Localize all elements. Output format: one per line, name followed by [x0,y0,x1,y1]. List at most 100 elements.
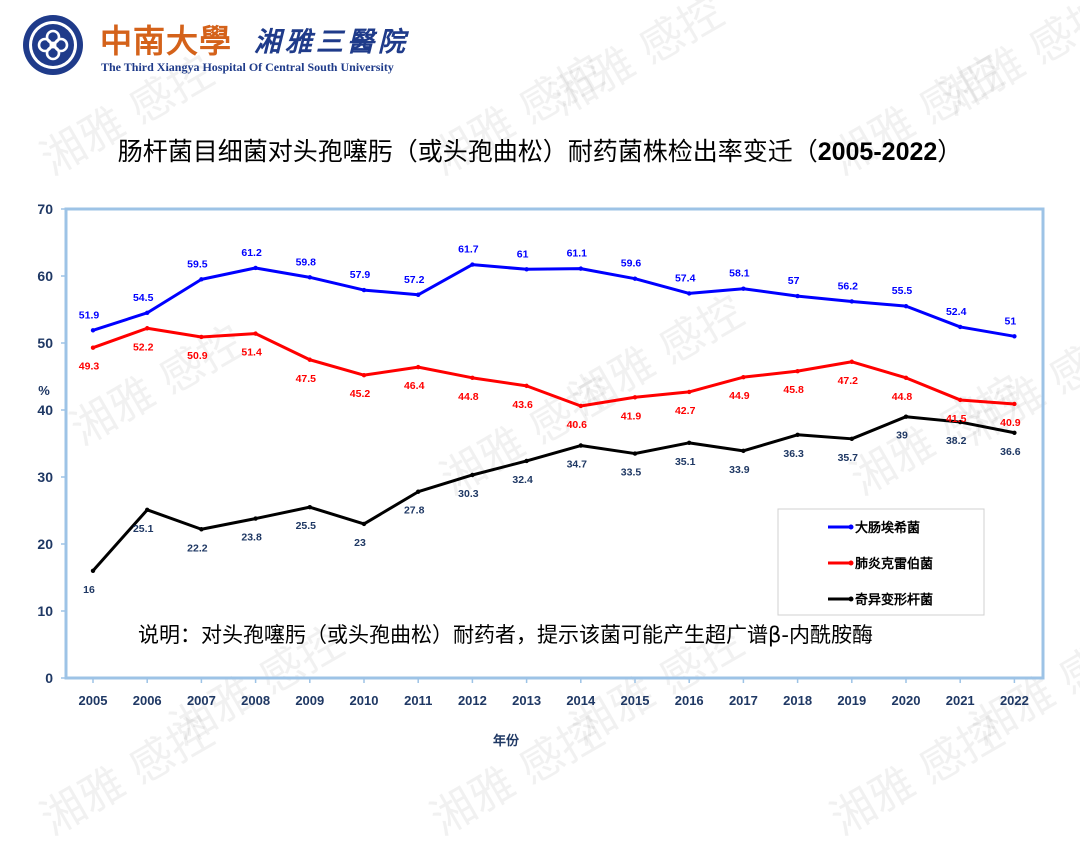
data-point [741,374,746,380]
hospital-logo-icon [23,15,83,75]
data-point [958,324,963,330]
data-point [145,310,150,316]
x-tick-label: 2018 [783,693,812,708]
data-label: 41.9 [621,410,642,422]
data-point [470,262,475,267]
data-point [903,414,909,419]
data-label: 36.6 [1000,446,1021,458]
data-label: 51.9 [79,309,100,321]
data-point [470,375,475,381]
data-point [958,419,963,425]
data-label: 16 [83,584,95,596]
x-tick-label: 2009 [295,693,324,708]
data-label: 61.2 [241,247,262,259]
data-label: 41.5 [946,413,967,425]
data-point [687,440,692,446]
data-label: 57 [788,275,800,287]
x-tick-label: 2014 [566,693,596,708]
data-label: 47.5 [296,373,317,385]
data-point [1012,430,1017,435]
series-line-3 [91,415,1015,572]
data-label: 35.1 [675,456,696,468]
data-point [90,568,96,573]
x-tick-label: 2010 [350,693,379,708]
axes: 0 10 20 30 40 50 60 70 2005 2006 2007 2008 2009 2010 2… [37,201,1045,708]
data-label: 51 [1005,315,1017,327]
data-point [632,451,638,456]
data-point [361,521,367,527]
data-label: 45.8 [783,384,804,396]
data-label: 46.4 [404,380,425,392]
data-point [145,507,150,513]
data-label: 22.2 [187,542,208,554]
legend-marker [848,524,854,530]
data-label: 59.8 [296,256,317,268]
data-label: 61.1 [567,248,588,260]
x-tick-label: 2011 [404,693,432,708]
legend-marker [848,596,854,602]
data-point [253,516,258,521]
data-point [687,291,692,296]
chart-note: 说明：对头孢噻肟（或头孢曲松）耐药者，提示该菌可能产生超广谱β-内酰胺酶 [138,623,873,647]
data-point [199,277,204,282]
hospital-name-cn-calligraphy: 湘雅三醫院 [254,27,409,58]
data-point [307,504,312,510]
data-label: 42.7 [675,405,696,417]
data-point [741,286,746,291]
data-point [361,287,367,293]
data-label: 52.4 [946,306,967,318]
chart-title-main: 肠杆菌目细菌对头孢噻肟（或头孢曲松）耐药菌株检出率变迁（ [117,137,818,166]
x-tick-label: 2006 [133,693,162,708]
data-label: 56.2 [838,280,859,292]
data-point [307,275,312,280]
data-label: 23.8 [241,532,262,544]
data-label: 55.5 [892,285,913,297]
x-tick-label: 2019 [837,693,866,708]
data-point [903,375,909,381]
data-label: 51.4 [241,347,262,359]
data-label: 58.1 [729,268,750,280]
data-point [741,448,746,454]
legend-box [777,508,985,616]
x-tick-label: 2008 [241,693,270,708]
data-label: 61.7 [458,244,479,256]
legend-entry: 肺炎克雷伯菌 [855,556,933,572]
data-point [470,472,475,478]
data-label: 57.9 [350,269,371,281]
chart-title-years: 2005-2022 [817,138,938,166]
x-tick-label: 2015 [621,693,650,708]
x-tick-label: 2007 [187,693,216,708]
data-point [307,357,312,362]
y-tick-label: 10 [37,603,53,619]
x-tick-label: 2017 [729,693,758,708]
data-point [1012,401,1017,407]
x-tick-label: 2016 [675,693,704,708]
data-point [1012,334,1017,339]
data-point [795,432,800,437]
data-point [849,299,854,304]
data-label: 44.8 [458,391,479,403]
data-label: 59.5 [187,258,208,270]
hospital-header: 中南大學 湘雅三醫院 The Third Xiangya Hospital Of… [22,14,622,80]
data-label: 43.6 [512,399,533,411]
legend-entry: 奇异变形杆菌 [855,592,933,608]
data-point [958,397,963,403]
data-point [578,266,583,271]
data-point [524,383,529,389]
data-point [849,359,854,364]
x-tick-label: 2005 [79,693,108,708]
hospital-name-cn: 中南大學 [100,22,233,60]
data-label: 44.9 [729,390,750,402]
y-tick-label: 40 [37,402,53,418]
data-point [524,267,529,272]
x-tick-label: 2020 [892,693,921,708]
data-point [849,436,854,442]
x-tick-label: 2022 [1000,693,1029,708]
data-point [199,527,204,532]
x-tick-label: 2021 [946,693,975,708]
data-label: 30.3 [458,488,479,500]
y-tick-label: 70 [37,201,53,217]
data-label: 33.5 [621,467,642,479]
y-axis-label: % [38,383,50,398]
